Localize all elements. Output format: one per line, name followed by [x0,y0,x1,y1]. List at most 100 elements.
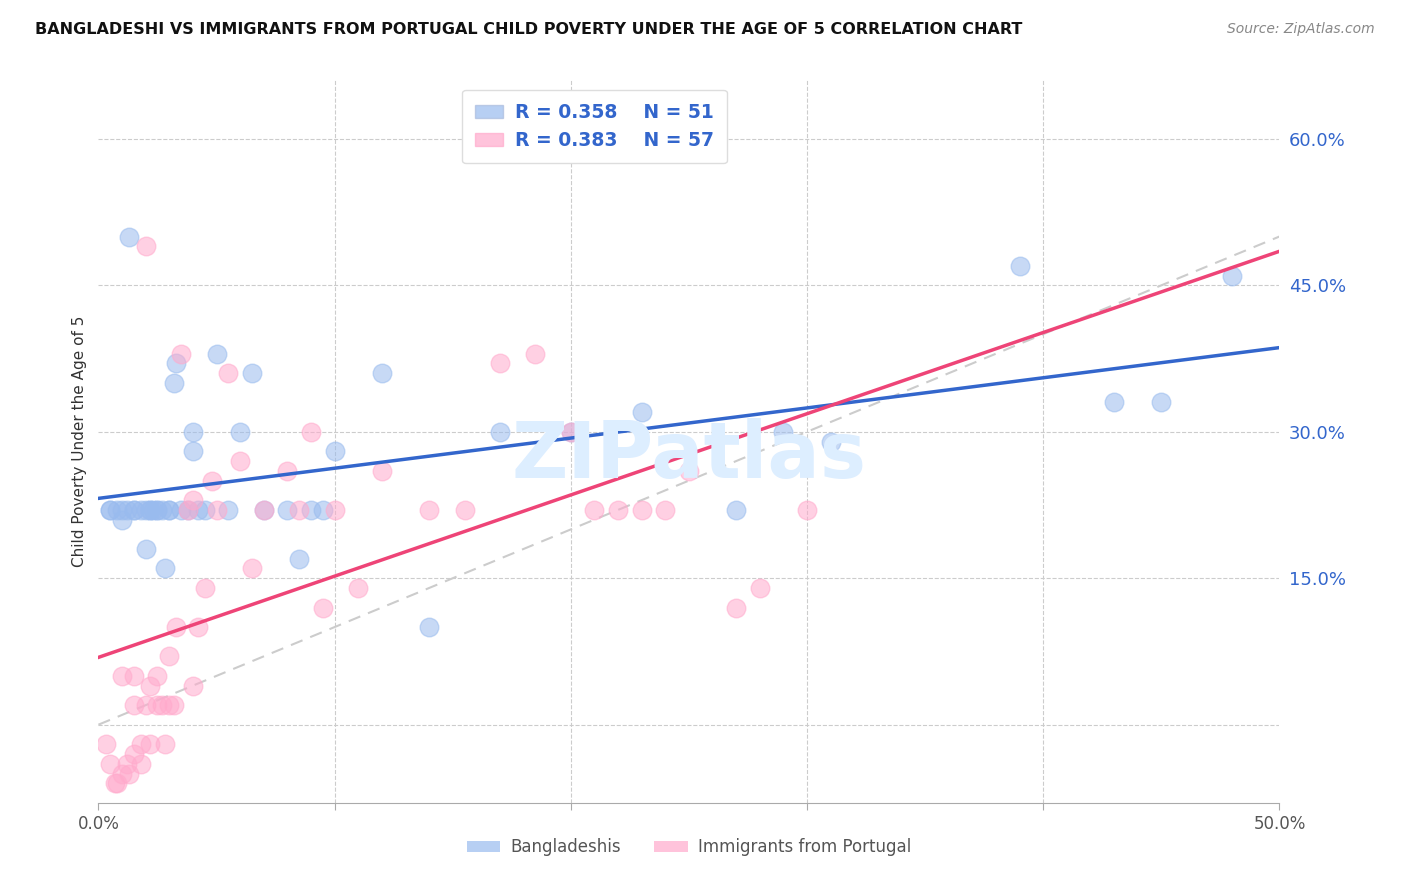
Point [371,464,394,478]
Point [111,503,134,517]
Point [299,503,322,517]
Point [142,503,165,517]
Point [288,503,311,517]
Point [104,776,127,790]
Point [94,737,117,751]
Point [524,346,547,360]
Point [276,464,298,478]
Point [139,503,162,517]
Point [157,649,180,664]
Point [150,698,173,713]
Point [181,493,204,508]
Point [135,503,157,517]
Point [153,737,176,751]
Point [347,581,370,595]
Point [129,756,152,771]
Point [165,620,187,634]
Point [1102,395,1125,409]
Point [122,503,145,517]
Point [453,503,475,517]
Point [111,669,134,683]
Point [157,503,180,517]
Point [146,698,169,713]
Point [194,581,217,595]
Point [418,620,440,634]
Point [170,346,193,360]
Point [181,444,204,458]
Point [299,425,322,439]
Point [229,425,252,439]
Point [118,766,141,780]
Point [98,503,121,517]
Point [418,503,440,517]
Point [153,561,176,575]
Point [98,756,121,771]
Point [177,503,200,517]
Point [139,503,162,517]
Point [115,503,138,517]
Point [105,776,128,790]
Point [217,366,239,380]
Point [654,503,676,517]
Point [489,356,512,370]
Point [157,503,180,517]
Point [796,503,818,517]
Point [157,698,180,713]
Point [583,503,606,517]
Point [201,474,224,488]
Point [146,503,169,517]
Point [253,503,276,517]
Point [135,239,157,253]
Point [312,503,335,517]
Point [229,454,252,468]
Point [607,503,630,517]
Point [146,503,169,517]
Point [240,561,263,575]
Point [560,425,582,439]
Point [150,503,173,517]
Point [725,503,748,517]
Point [253,503,276,517]
Point [105,503,128,517]
Point [560,425,582,439]
Point [163,698,186,713]
Point [181,425,204,439]
Point [725,600,748,615]
Point [1008,259,1031,273]
Point [139,679,162,693]
Point [129,503,152,517]
Point [205,503,228,517]
Point [122,503,145,517]
Point [187,503,209,517]
Point [205,346,228,360]
Point [111,513,134,527]
Point [111,766,134,780]
Point [748,581,770,595]
Point [146,669,169,683]
Y-axis label: Child Poverty Under the Age of 5: Child Poverty Under the Age of 5 [72,316,87,567]
Point [163,376,186,390]
Point [288,551,311,566]
Point [630,503,652,517]
Point [115,756,138,771]
Point [217,503,239,517]
Text: ZIPatlas: ZIPatlas [512,418,866,494]
Point [312,600,335,615]
Point [170,503,193,517]
Point [135,541,157,556]
Point [129,737,152,751]
Point [135,698,157,713]
Point [139,737,162,751]
Point [240,366,263,380]
Point [371,366,394,380]
Point [194,503,217,517]
Point [323,444,346,458]
Point [122,669,145,683]
Point [181,679,204,693]
Point [122,747,145,761]
Point [630,405,652,419]
Point [1220,268,1243,283]
Point [276,503,298,517]
Point [772,425,794,439]
Point [98,503,121,517]
